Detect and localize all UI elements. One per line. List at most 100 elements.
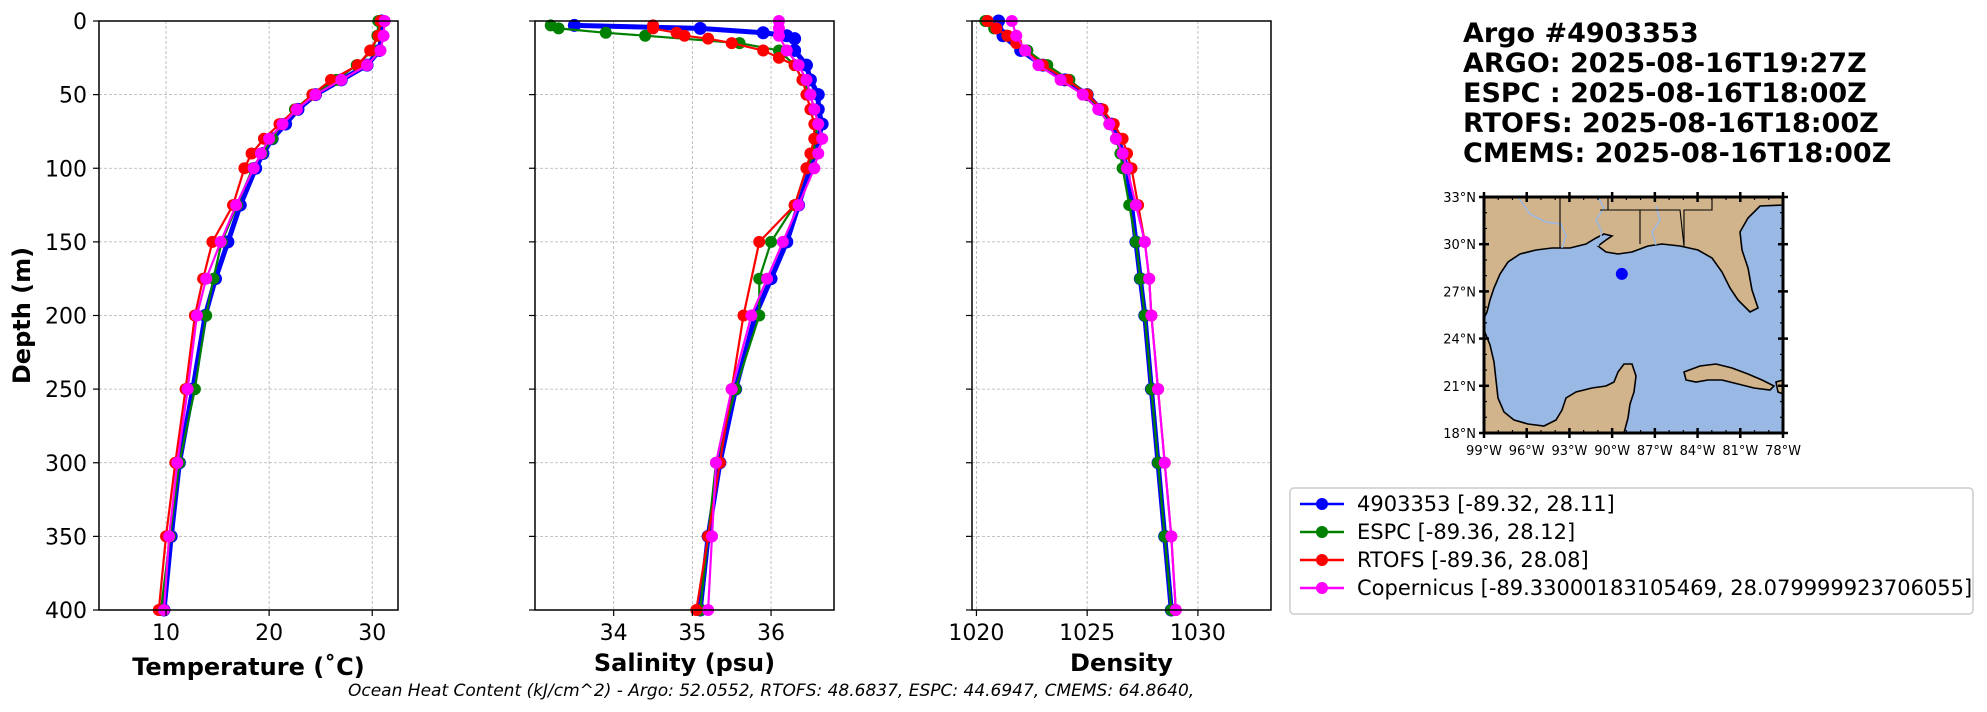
y-tick-label: 250 — [45, 378, 87, 403]
info-block: Argo #4903353 ARGO: 2025-08-16T19:27Z ES… — [1463, 18, 1891, 169]
salinity-series-group — [544, 15, 829, 617]
x-tick-label: 35 — [678, 621, 706, 646]
map-lon-label: 93°W — [1551, 444, 1587, 459]
data-point-copernicus — [800, 73, 813, 86]
data-point-copernicus — [1143, 272, 1156, 285]
data-point-copernicus — [772, 29, 785, 42]
y-tick-label: 150 — [45, 231, 87, 256]
legend-marker — [1316, 498, 1328, 510]
legend-marker — [1316, 526, 1328, 538]
map-lon-label: 90°W — [1594, 444, 1630, 459]
data-point-rtofs — [725, 37, 738, 50]
profile-plots: 10 20 30050100150200250300350400Temperatur… — [8, 10, 1272, 681]
data-point-copernicus — [812, 118, 825, 131]
map-land-cuba — [1683, 363, 1776, 391]
legend-label: Copernicus [-89.33000183105469, 28.07999… — [1357, 576, 1972, 600]
data-point-rtofs — [364, 44, 377, 57]
data-point-copernicus — [374, 44, 387, 57]
x-axis-title: Density — [1070, 649, 1173, 677]
x-tick-label: 36 — [757, 621, 785, 646]
map-lon-label: 81°W — [1722, 444, 1758, 459]
temperature-series-group — [152, 14, 391, 617]
river-line — [1517, 196, 1561, 225]
data-point-copernicus — [214, 235, 227, 248]
data-point-4903353 — [788, 32, 802, 46]
data-point-copernicus — [1109, 132, 1122, 145]
data-point-copernicus — [780, 44, 793, 57]
data-point-copernicus — [263, 132, 276, 145]
temperature-plot: 10 20 30050100150200250300350400Temperatur… — [8, 10, 399, 681]
map-lon-label: 96°W — [1509, 444, 1545, 459]
x-tick-label: 1025 — [1059, 621, 1115, 646]
data-point-rtofs — [647, 22, 660, 35]
data-point-copernicus — [776, 235, 789, 248]
map-ticks: 33°N 30°N 27°N 24°N 21°N 18°N 99°W 96°W 93°W 90°W… — [1443, 191, 1801, 459]
data-point-copernicus — [163, 530, 176, 543]
map-lon-label: 87°W — [1637, 444, 1673, 459]
data-point-copernicus — [725, 383, 738, 396]
data-point-copernicus — [1158, 456, 1171, 469]
series-line-4903353 — [574, 22, 825, 611]
data-point-espc — [552, 22, 565, 35]
data-point-copernicus — [309, 88, 322, 101]
data-point-copernicus — [1129, 199, 1142, 212]
salinity-plot: 34 35 36 Salinity (psu) — [529, 15, 835, 677]
x-tick-label: 1020 — [948, 621, 1004, 646]
data-point-copernicus — [792, 199, 805, 212]
density-plot: 1020 1025 1030 Density — [948, 14, 1272, 677]
data-point-copernicus — [792, 59, 805, 72]
data-point-copernicus — [1032, 59, 1045, 72]
data-point-espc — [765, 235, 778, 248]
data-point-espc — [599, 26, 612, 39]
argo-time: ARGO: 2025-08-16T19:27Z — [1463, 48, 1867, 79]
data-point-copernicus — [1116, 147, 1129, 160]
legend: 4903353 [-89.32, 28.11] ESPC [-89.36, 28.… — [1289, 487, 1974, 615]
data-point-copernicus — [230, 199, 243, 212]
legend-label: 4903353 [-89.32, 28.11] — [1357, 492, 1615, 516]
location-map: 33°N 30°N 27°N 24°N 21°N 18°N 99°W 96°W 93°W 90°W… — [1443, 191, 1801, 459]
map-lon-label: 99°W — [1466, 444, 1502, 459]
y-tick-label: 0 — [73, 10, 87, 35]
data-point-copernicus — [290, 103, 303, 116]
data-point-copernicus — [804, 88, 817, 101]
plot-frame — [98, 20, 399, 611]
map-rivers — [1517, 196, 1661, 249]
data-point-rtofs — [245, 147, 258, 160]
map-lat-label: 24°N — [1443, 333, 1476, 348]
data-point-copernicus — [190, 309, 203, 322]
map-land-us — [1483, 196, 1784, 319]
data-point-espc — [1129, 235, 1142, 248]
data-point-copernicus — [706, 530, 719, 543]
x-tick-label: 30 — [358, 621, 386, 646]
data-point-rtofs — [238, 162, 251, 175]
espc-time: ESPC : 2025-08-16T18:00Z — [1463, 78, 1867, 109]
map-lat-label: 33°N — [1443, 191, 1476, 206]
data-point-copernicus — [1152, 383, 1165, 396]
data-point-copernicus — [709, 456, 722, 469]
data-point-rtofs — [702, 32, 715, 45]
x-axis-title: Temperature (˚C) — [132, 653, 365, 681]
river-line — [1559, 221, 1567, 249]
rtofs-time: RTOFS: 2025-08-16T18:00Z — [1463, 108, 1879, 139]
plot-frame — [534, 20, 835, 611]
float-location-marker — [1615, 267, 1628, 280]
data-point-copernicus — [1076, 88, 1089, 101]
data-point-copernicus — [745, 309, 758, 322]
data-point-rtofs — [757, 44, 770, 57]
data-point-copernicus — [761, 272, 774, 285]
data-point-rtofs — [1001, 29, 1014, 42]
data-point-copernicus — [1019, 44, 1032, 57]
y-tick-label: 100 — [45, 157, 87, 182]
float-title: Argo #4903353 — [1463, 18, 1699, 49]
river-line — [1651, 205, 1661, 246]
x-tick-label: 20 — [255, 621, 283, 646]
plot-frame — [971, 20, 1272, 611]
data-point-copernicus — [812, 147, 825, 160]
state-border — [1683, 197, 1713, 246]
y-tick-label: 350 — [45, 525, 87, 550]
state-border — [1640, 209, 1685, 247]
map-lat-label: 30°N — [1443, 238, 1476, 253]
data-point-copernicus — [377, 29, 390, 42]
data-point-copernicus — [816, 132, 829, 145]
